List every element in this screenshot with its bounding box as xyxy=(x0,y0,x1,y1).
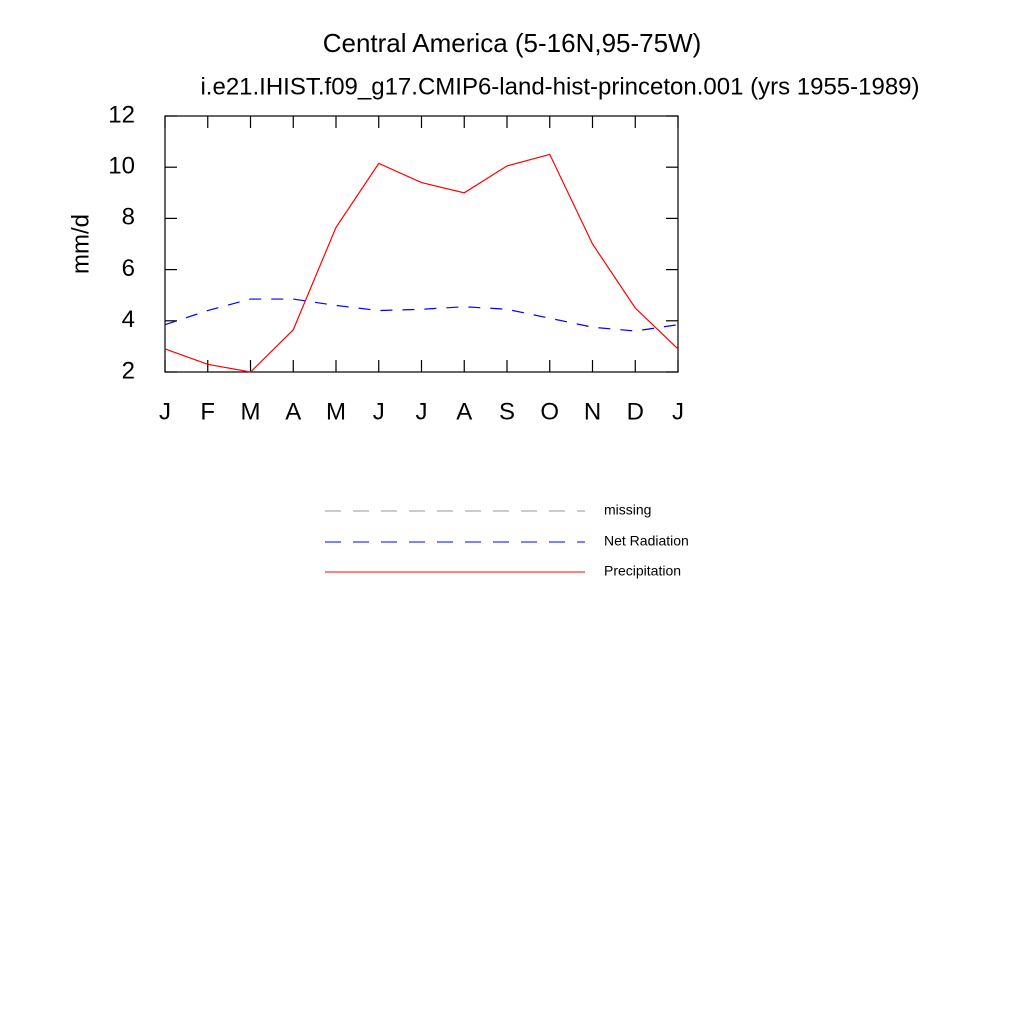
x-tick-label: A xyxy=(285,398,301,425)
y-tick-label: 6 xyxy=(122,255,135,282)
y-axis-label: mm/d xyxy=(67,214,94,274)
x-tick-label: D xyxy=(627,398,644,425)
x-tick-label: S xyxy=(499,398,515,425)
legend-label: Net Radiation xyxy=(604,533,689,549)
y-tick-label: 8 xyxy=(122,204,135,231)
x-tick-label: M xyxy=(241,398,261,425)
legend-label: Precipitation xyxy=(604,563,681,579)
data-line xyxy=(164,153,679,373)
x-tick-label: J xyxy=(672,398,684,425)
y-tick-label: 12 xyxy=(108,101,135,128)
legend-label: missing xyxy=(604,502,651,518)
x-tick-label: N xyxy=(584,398,601,425)
x-tick-label: J xyxy=(416,398,428,425)
x-tick-label: J xyxy=(159,398,171,425)
data-line xyxy=(164,298,679,332)
x-tick-label: J xyxy=(373,398,385,425)
x-tick-label: F xyxy=(200,398,215,425)
chart-subtitle: i.e21.IHIST.f09_g17.CMIP6-land-hist-prin… xyxy=(200,73,919,100)
y-tick-label: 2 xyxy=(122,357,135,384)
chart-title: Central America (5-16N,95-75W) xyxy=(323,28,702,58)
y-tick-label: 10 xyxy=(108,153,135,180)
x-tick-label: A xyxy=(456,398,472,425)
x-tick-label: M xyxy=(326,398,346,425)
x-tick-label: O xyxy=(540,398,559,425)
y-tick-label: 4 xyxy=(122,306,135,333)
